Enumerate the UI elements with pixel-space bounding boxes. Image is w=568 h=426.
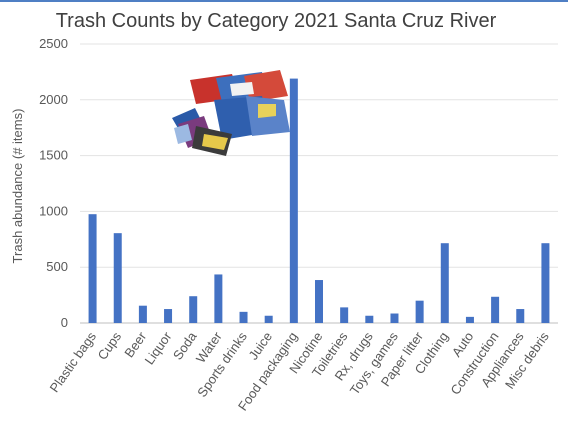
bars [88,78,550,323]
trash-pile-illustration [172,70,290,156]
x-tick-label: Liquor [141,329,174,368]
bar [214,274,223,323]
bar [465,316,474,323]
y-tick-label: 1000 [39,203,68,218]
y-tick-label: 2500 [39,36,68,51]
bar [138,305,147,323]
bar [239,311,248,323]
bar [365,315,374,323]
y-tick-label: 1500 [39,148,68,163]
y-tick-label: 2000 [39,92,68,107]
bar [390,313,399,323]
x-tick-label: Cups [94,329,124,363]
gridlines [80,43,558,324]
top-border-line [0,0,568,2]
bar [113,233,122,323]
y-tick-label: 0 [61,315,68,330]
bar [164,309,173,323]
bar [88,214,97,323]
bar [289,78,298,323]
bar [491,296,500,323]
chart-title: Trash Counts by Category 2021 Santa Cruz… [56,10,497,32]
bar [264,315,273,323]
bar [415,300,424,323]
bar [315,280,323,323]
bar [340,307,349,323]
bar [189,296,198,323]
y-axis-label: Trash abundance (# items) [10,109,25,264]
y-tick-label: 500 [46,259,68,274]
y-tick-labels: 0 500 1000 1500 2000 2500 [39,36,68,330]
x-category-labels: Plastic bagsCupsBeerLiquorSodaWaterSport… [47,328,553,413]
bar [541,243,550,323]
x-tick-label: Plastic bags [47,329,100,395]
bar [440,243,449,323]
bar [516,309,525,323]
